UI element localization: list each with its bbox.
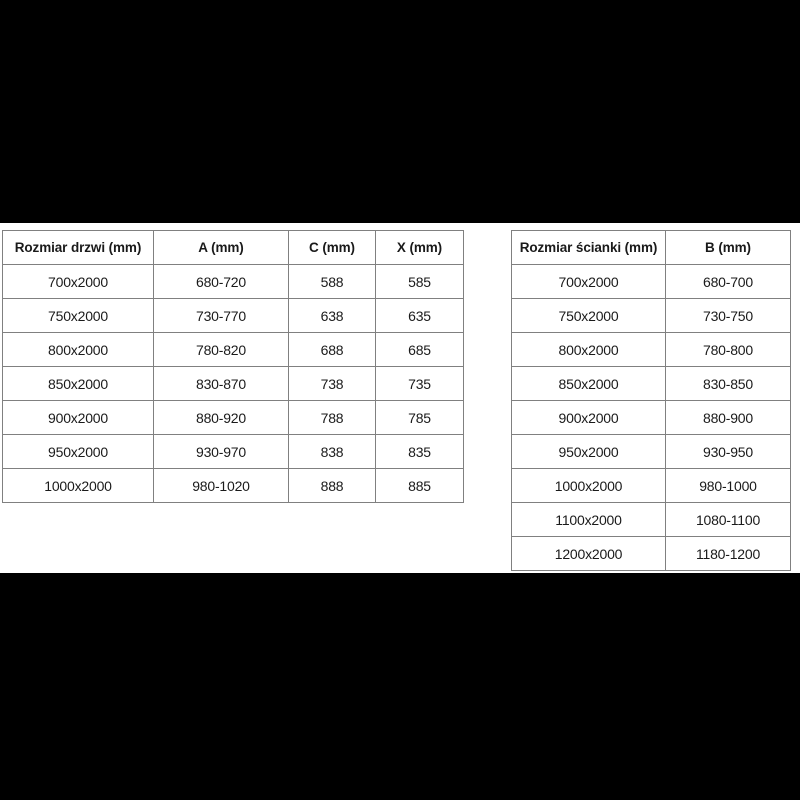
column-header-x: X (mm) xyxy=(375,230,464,265)
cell-x: 885 xyxy=(375,468,464,503)
cell-panel-size: 750x2000 xyxy=(511,298,666,333)
cell-a: 780-820 xyxy=(153,332,289,367)
cell-panel-size: 700x2000 xyxy=(511,264,666,299)
panel-table-header: Rozmiar ścianki (mm) B (mm) xyxy=(511,230,791,265)
cell-b: 980-1000 xyxy=(665,468,791,503)
cell-b: 730-750 xyxy=(665,298,791,333)
cell-panel-size: 950x2000 xyxy=(511,434,666,469)
cell-b: 1080-1100 xyxy=(665,502,791,537)
table-row: 950x2000 930-950 xyxy=(511,434,791,469)
cell-panel-size: 1100x2000 xyxy=(511,502,666,537)
cell-x: 635 xyxy=(375,298,464,333)
table-header-row: Rozmiar drzwi (mm) A (mm) C (mm) X (mm) xyxy=(2,230,464,265)
cell-c: 838 xyxy=(288,434,376,469)
cell-x: 685 xyxy=(375,332,464,367)
content-band: Rozmiar drzwi (mm) A (mm) C (mm) X (mm) … xyxy=(0,223,800,573)
panel-table-body: 700x2000 680-700 750x2000 730-750 800x2000 78… xyxy=(511,264,791,571)
column-header-door-size: Rozmiar drzwi (mm) xyxy=(2,230,154,265)
cell-door-size: 700x2000 xyxy=(2,264,154,299)
cell-c: 688 xyxy=(288,332,376,367)
cell-b: 880-900 xyxy=(665,400,791,435)
column-header-panel-size: Rozmiar ścianki (mm) xyxy=(511,230,666,265)
cell-a: 880-920 xyxy=(153,400,289,435)
table-row: 850x2000 830-850 xyxy=(511,366,791,401)
panel-size-table: Rozmiar ścianki (mm) B (mm) 700x2000 680-… xyxy=(511,230,791,571)
cell-a: 830-870 xyxy=(153,366,289,401)
cell-a: 930-970 xyxy=(153,434,289,469)
cell-c: 588 xyxy=(288,264,376,299)
cell-door-size: 800x2000 xyxy=(2,332,154,367)
column-header-b: B (mm) xyxy=(665,230,791,265)
table-row: 800x2000 780-820 688 685 xyxy=(2,332,464,367)
cell-a: 980-1020 xyxy=(153,468,289,503)
table-row: 1000x2000 980-1020 888 885 xyxy=(2,468,464,503)
table-row: 800x2000 780-800 xyxy=(511,332,791,367)
column-header-c: C (mm) xyxy=(288,230,376,265)
cell-door-size: 1000x2000 xyxy=(2,468,154,503)
doors-size-table: Rozmiar drzwi (mm) A (mm) C (mm) X (mm) … xyxy=(2,230,464,503)
table-row: 900x2000 880-900 xyxy=(511,400,791,435)
cell-door-size: 950x2000 xyxy=(2,434,154,469)
table-row: 700x2000 680-700 xyxy=(511,264,791,299)
cell-a: 680-720 xyxy=(153,264,289,299)
doors-table-body: 700x2000 680-720 588 585 750x2000 730-770 638 6… xyxy=(2,264,464,503)
cell-door-size: 900x2000 xyxy=(2,400,154,435)
column-header-a: A (mm) xyxy=(153,230,289,265)
table-row: 1200x2000 1180-1200 xyxy=(511,536,791,571)
table-row: 950x2000 930-970 838 835 xyxy=(2,434,464,469)
cell-panel-size: 900x2000 xyxy=(511,400,666,435)
cell-x: 735 xyxy=(375,366,464,401)
cell-a: 730-770 xyxy=(153,298,289,333)
cell-b: 1180-1200 xyxy=(665,536,791,571)
table-row: 900x2000 880-920 788 785 xyxy=(2,400,464,435)
cell-door-size: 850x2000 xyxy=(2,366,154,401)
cell-b: 930-950 xyxy=(665,434,791,469)
cell-b: 780-800 xyxy=(665,332,791,367)
cell-x: 835 xyxy=(375,434,464,469)
cell-door-size: 750x2000 xyxy=(2,298,154,333)
cell-panel-size: 850x2000 xyxy=(511,366,666,401)
cell-c: 788 xyxy=(288,400,376,435)
cell-panel-size: 800x2000 xyxy=(511,332,666,367)
table-row: 1100x2000 1080-1100 xyxy=(511,502,791,537)
cell-c: 638 xyxy=(288,298,376,333)
cell-x: 585 xyxy=(375,264,464,299)
table-row: 850x2000 830-870 738 735 xyxy=(2,366,464,401)
table-header-row: Rozmiar ścianki (mm) B (mm) xyxy=(511,230,791,265)
cell-panel-size: 1000x2000 xyxy=(511,468,666,503)
cell-x: 785 xyxy=(375,400,464,435)
cell-c: 888 xyxy=(288,468,376,503)
cell-panel-size: 1200x2000 xyxy=(511,536,666,571)
cell-b: 680-700 xyxy=(665,264,791,299)
doors-table-header: Rozmiar drzwi (mm) A (mm) C (mm) X (mm) xyxy=(2,230,464,265)
table-row: 750x2000 730-750 xyxy=(511,298,791,333)
table-row: 700x2000 680-720 588 585 xyxy=(2,264,464,299)
cell-c: 738 xyxy=(288,366,376,401)
table-row: 1000x2000 980-1000 xyxy=(511,468,791,503)
cell-b: 830-850 xyxy=(665,366,791,401)
table-row: 750x2000 730-770 638 635 xyxy=(2,298,464,333)
